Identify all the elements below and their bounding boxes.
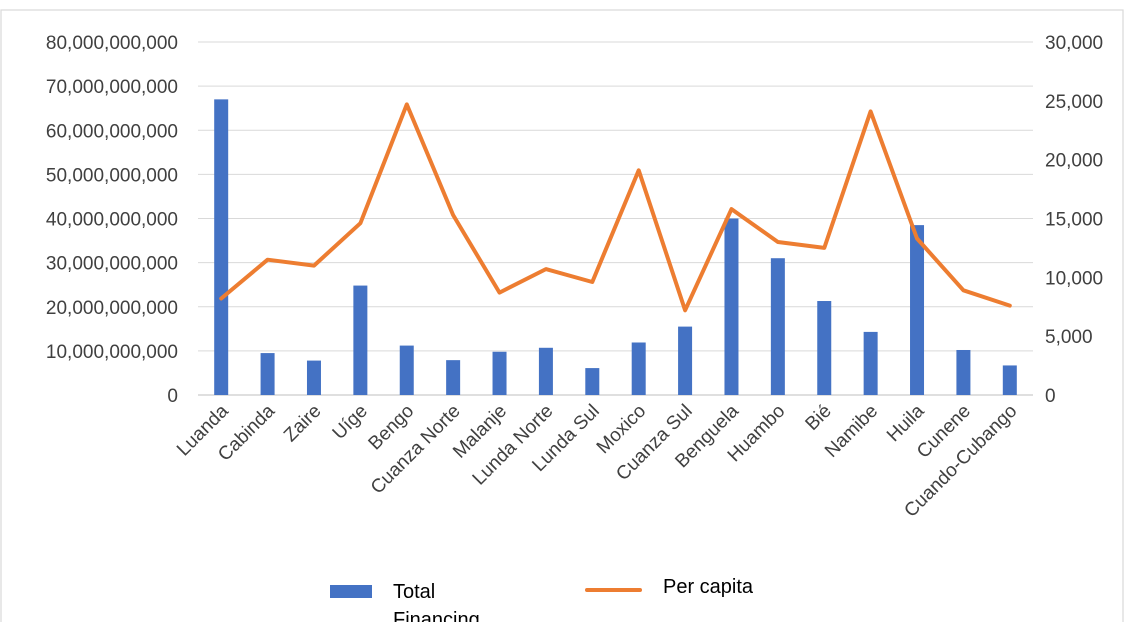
y-left-tick-label: 70,000,000,000: [46, 77, 178, 98]
line-series-per-capita: [219, 102, 1012, 313]
y-right-tick-label: 0: [1045, 386, 1056, 407]
bar-huila: [910, 225, 925, 395]
x-tick-label-bie: Bié: [802, 401, 836, 435]
line-per-capita: [219, 102, 1012, 313]
bar-namibe: [863, 331, 878, 395]
bar-malanje: [492, 351, 507, 395]
bar-bie: [817, 301, 832, 395]
bar-luanda: [214, 99, 229, 396]
x-tick-label-zaire: Zaire: [280, 401, 325, 446]
y-right-tick-label: 25,000: [1045, 92, 1103, 113]
y-left-tick-label: 0: [167, 386, 178, 407]
y-left-tick-label: 80,000,000,000: [46, 33, 178, 54]
bar-cuanza-norte: [446, 360, 461, 395]
bar-zaire: [306, 360, 321, 395]
y-left-tick-label: 50,000,000,000: [46, 165, 178, 186]
y-right-tick-label: 10,000: [1045, 268, 1103, 289]
y-left-tick-label: 60,000,000,000: [46, 121, 178, 142]
y-left-tick-label: 30,000,000,000: [46, 254, 178, 275]
bar-lunda-sul: [585, 368, 600, 395]
y-right-tick-label: 15,000: [1045, 210, 1103, 231]
legend-label-total-financing-line2: Financing: [393, 609, 480, 622]
bar-cabinda: [260, 353, 275, 395]
bar-huambo: [770, 258, 785, 395]
y-left-tick-label: 10,000,000,000: [46, 342, 178, 363]
bar-cunene: [956, 349, 971, 395]
y-left-tick-label: 20,000,000,000: [46, 298, 178, 319]
bar-uige: [353, 285, 368, 395]
gridlines: [198, 41, 1033, 396]
y-right-tick-label: 5,000: [1045, 327, 1093, 348]
bar-bengo: [399, 345, 414, 395]
bar-series-total-financing: [214, 99, 1017, 396]
bar-moxico: [631, 342, 646, 395]
legend-label-per-capita: Per capita: [663, 576, 754, 598]
y-right-tick-label: 30,000: [1045, 33, 1103, 54]
legend-label-total-financing: Total: [393, 581, 435, 603]
bar-lunda-norte: [538, 347, 553, 395]
y-left-tick-label: 40,000,000,000: [46, 210, 178, 231]
bar-cuanza-sul: [678, 326, 693, 395]
bar-cuando-cubango: [1002, 365, 1017, 395]
x-tick-label-namibe: Namibe: [821, 401, 882, 462]
chart-border: [0, 9, 1124, 622]
y-right-tick-label: 20,000: [1045, 151, 1103, 172]
legend: Total Financing Per capita: [330, 576, 754, 622]
legend-swatch-total-financing: [330, 585, 372, 598]
bar-benguela: [724, 218, 739, 395]
